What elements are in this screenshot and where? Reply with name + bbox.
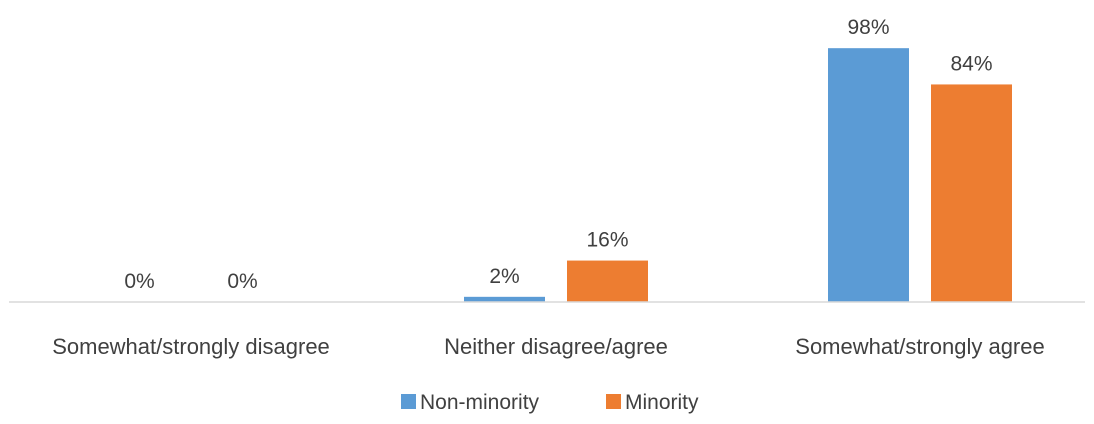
data-label: 0% [227,270,257,293]
data-label: 0% [124,270,154,293]
bar-non-minority-1 [464,296,545,302]
legend-swatch-non-minority [401,394,416,409]
bar-non-minority-2 [828,48,909,303]
data-labels-layer: 0% 0% 2% 16% 98% 84% [124,16,992,293]
legend: Non-minority Minority [401,391,699,414]
bar-minority-2 [931,84,1012,302]
data-label: 84% [950,52,992,75]
category-label: Somewhat/strongly agree [795,334,1044,359]
category-label: Somewhat/strongly disagree [52,334,330,359]
bar-minority-1 [567,260,648,302]
legend-label-non-minority: Non-minority [420,391,540,414]
data-label: 98% [847,16,889,39]
bars-layer [464,48,1012,303]
data-label: 2% [489,265,519,288]
category-label: Neither disagree/agree [444,334,668,359]
legend-swatch-minority [606,394,621,409]
data-label: 16% [586,229,628,252]
legend-label-minority: Minority [625,391,699,414]
category-labels-layer: Somewhat/strongly disagree Neither disagr… [52,334,1045,359]
